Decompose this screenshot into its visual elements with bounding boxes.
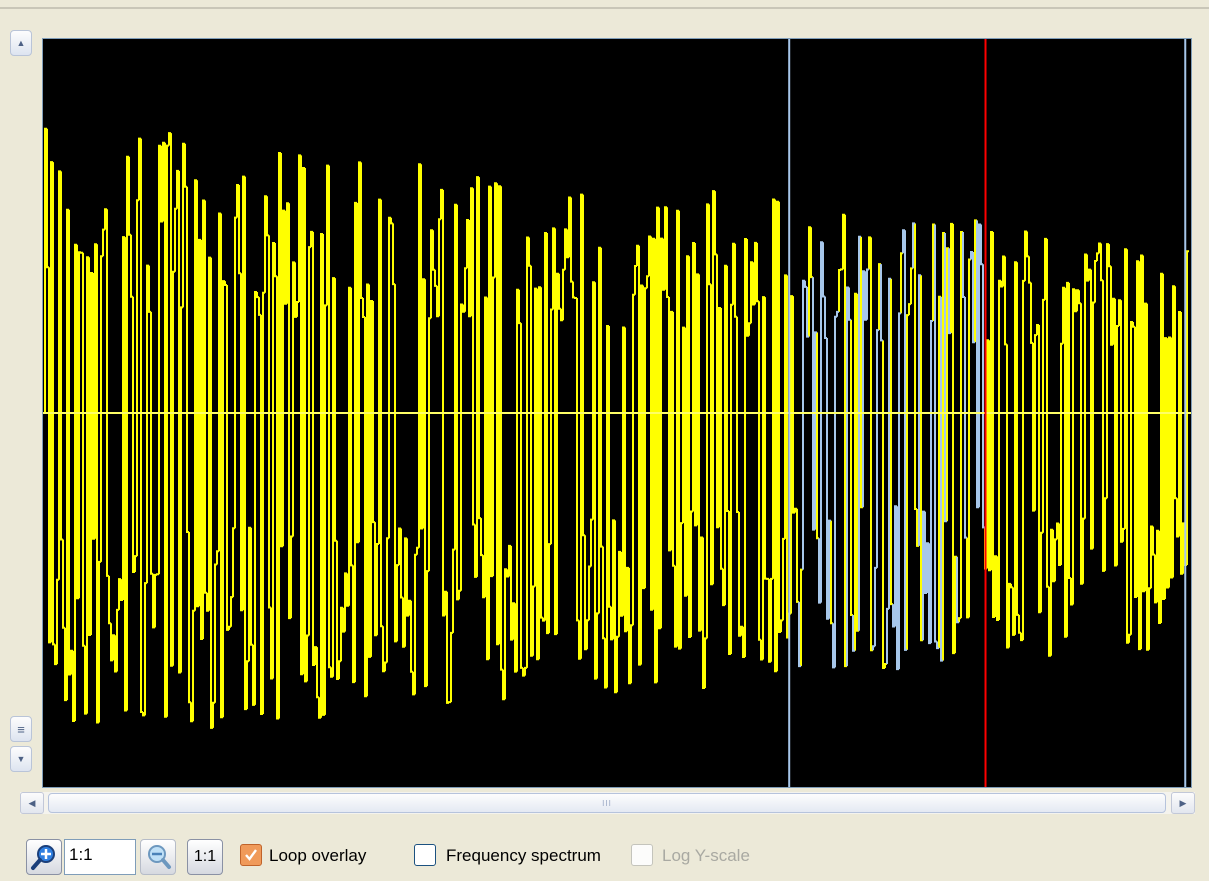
zoom-out-icon xyxy=(148,845,171,869)
waveform-svg xyxy=(43,39,1191,787)
log-y-scale-label: Log Y-scale xyxy=(662,846,750,865)
reset-zoom-label: 1:1 xyxy=(193,848,217,865)
loop-overlay-checkbox[interactable] xyxy=(240,844,262,866)
waveform-toolbar: 1:1 1:1 Loop overlay Frequency spectrum … xyxy=(0,830,1209,881)
scroll-left-button[interactable]: ◀ xyxy=(20,792,44,814)
horizontal-scrollbar[interactable]: ◀ III ▶ xyxy=(20,792,1195,814)
left-arrow-icon: ◀ xyxy=(28,797,36,808)
scroll-down-button[interactable]: ▼ xyxy=(10,746,32,772)
waveform-trace xyxy=(44,127,1189,729)
up-arrow-icon: ▲ xyxy=(16,38,26,48)
loop-overlay-label[interactable]: Loop overlay xyxy=(269,846,367,865)
frequency-spectrum-label[interactable]: Frequency spectrum xyxy=(446,846,601,865)
zoom-level-field[interactable]: 1:1 xyxy=(64,839,136,875)
scroll-right-button[interactable]: ▶ xyxy=(1171,792,1195,814)
reset-zoom-button[interactable]: 1:1 xyxy=(187,839,223,875)
zoom-in-button[interactable] xyxy=(26,839,62,875)
scroll-up-button[interactable]: ▲ xyxy=(10,30,32,56)
log-y-scale-checkbox xyxy=(631,844,653,866)
right-arrow-icon: ▶ xyxy=(1179,797,1187,808)
waveform-display[interactable] xyxy=(42,38,1192,788)
vertical-scrollbar[interactable]: ▲ ≡ ▼ xyxy=(10,30,34,782)
down-arrow-icon: ▼ xyxy=(16,754,26,764)
grip-icon: ≡ xyxy=(17,721,25,737)
checkmark-icon xyxy=(245,849,257,861)
horizontal-scroll-thumb[interactable]: III xyxy=(48,793,1166,813)
loop-overlay-trace xyxy=(798,220,985,671)
vertical-scroll-thumb[interactable]: ≡ xyxy=(10,716,32,742)
zoom-out-button[interactable] xyxy=(140,839,176,875)
top-divider xyxy=(0,7,1209,9)
zoom-in-icon xyxy=(31,845,55,870)
frequency-spectrum-checkbox[interactable] xyxy=(414,844,436,866)
grip-icon: III xyxy=(602,798,612,808)
